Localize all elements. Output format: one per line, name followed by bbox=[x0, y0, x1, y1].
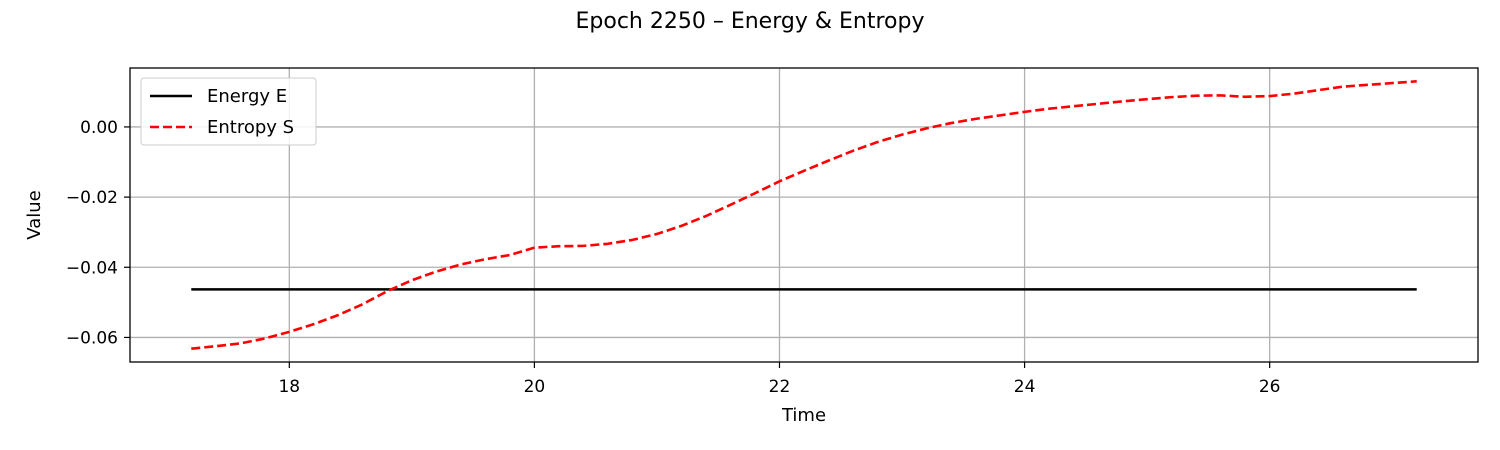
series-line-entropy-s bbox=[191, 80, 1417, 350]
x-tick-label: 24 bbox=[1014, 377, 1036, 397]
legend-label-energy: Energy E bbox=[207, 86, 287, 107]
legend: Energy E Entropy S bbox=[140, 77, 317, 146]
x-axis: 18 20 22 24 26 bbox=[278, 362, 1280, 397]
y-axis: −0.06 −0.04 −0.02 0.00 bbox=[66, 118, 130, 348]
y-tick-label: −0.02 bbox=[66, 188, 118, 208]
grid bbox=[130, 68, 1478, 362]
x-tick-label: 22 bbox=[769, 377, 791, 397]
y-tick-label: −0.04 bbox=[66, 258, 118, 278]
x-tick-label: 18 bbox=[278, 377, 300, 397]
x-tick-label: 26 bbox=[1259, 377, 1281, 397]
legend-label-entropy: Entropy S bbox=[207, 117, 294, 138]
plot-frame bbox=[129, 67, 1479, 363]
series-layer bbox=[191, 80, 1417, 350]
y-tick-label: 0.00 bbox=[80, 118, 118, 138]
x-tick-label: 20 bbox=[524, 377, 546, 397]
y-axis-label: Value bbox=[24, 190, 45, 239]
x-axis-label: Time bbox=[781, 405, 826, 426]
chart-title: Epoch 2250 – Energy & Entropy bbox=[576, 9, 925, 34]
y-tick-label: −0.06 bbox=[66, 328, 118, 348]
